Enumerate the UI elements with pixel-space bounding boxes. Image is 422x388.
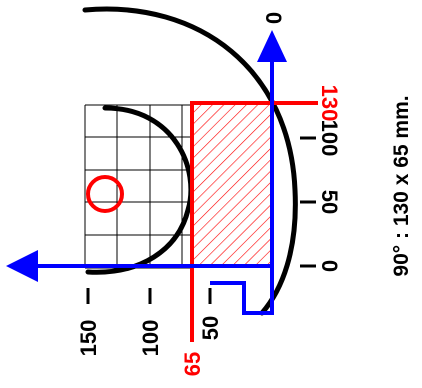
tick-label-0-top: 0 [261, 12, 286, 24]
tick-label-50-right: 50 [317, 190, 342, 214]
outer-arc [82, 6, 298, 316]
measurement-grid [84, 104, 190, 269]
bottom-tick-marks [86, 288, 212, 304]
tick-label-100-bottom: 100 [138, 320, 163, 357]
tick-label-130-right: 130 [317, 85, 342, 122]
tick-label-65-bottom: 65 [180, 352, 205, 376]
hatched-area [192, 103, 272, 266]
tick-label-100-right: 100 [317, 120, 342, 157]
tick-label-50-bottom: 50 [198, 316, 223, 340]
caption: 90° : 130 x 65 mm. [390, 95, 413, 276]
inner-arc [85, 105, 194, 275]
center-marker-circle [86, 175, 124, 213]
right-tick-marks [300, 136, 316, 268]
tick-label-0-right: 0 [317, 260, 342, 272]
tick-label-150-bottom: 150 [76, 320, 101, 357]
left-arrow-icon [6, 250, 38, 282]
up-arrow-icon [257, 30, 287, 62]
base-bracket [210, 266, 274, 315]
